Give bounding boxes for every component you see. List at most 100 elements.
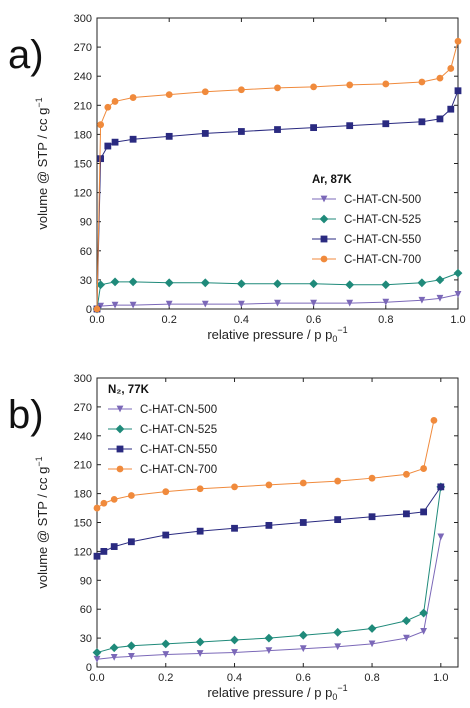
data-point xyxy=(196,485,204,493)
y-tick-label: 60 xyxy=(80,246,92,258)
data-point xyxy=(162,651,170,658)
data-point xyxy=(382,120,390,128)
series-c-hat-cn-525 xyxy=(92,482,446,657)
series-c-hat-cn-500 xyxy=(93,291,462,313)
y-tick-label: 240 xyxy=(74,71,92,83)
data-point xyxy=(420,508,428,516)
data-point xyxy=(265,481,273,489)
x-tick-label: 0.4 xyxy=(234,314,249,326)
y-axis-label: volume @ STP / cc g−1 xyxy=(34,456,50,588)
series-c-hat-cn-700 xyxy=(93,37,462,313)
data-point xyxy=(93,655,101,663)
y-tick-label: 90 xyxy=(80,217,92,229)
data-point xyxy=(161,639,171,649)
legend-marker xyxy=(320,255,328,263)
x-tick-label: 0.2 xyxy=(162,314,177,326)
data-point xyxy=(273,279,282,289)
y-tick-label: 210 xyxy=(74,460,92,472)
data-point xyxy=(238,86,245,94)
data-point xyxy=(298,630,308,640)
x-tick-label: 0.8 xyxy=(364,672,379,684)
data-point xyxy=(97,302,105,310)
legend-entry: C-HAT-CN-550 xyxy=(140,444,217,456)
data-point xyxy=(162,531,170,539)
series-line xyxy=(96,41,459,310)
data-point xyxy=(333,627,343,637)
x-tick-label: 0.0 xyxy=(89,314,104,326)
data-point xyxy=(165,132,173,140)
y-tick-label: 210 xyxy=(74,100,92,112)
data-point xyxy=(368,513,376,521)
x-tick-label: 1.0 xyxy=(433,672,448,684)
data-point xyxy=(93,504,101,512)
series-line xyxy=(96,486,442,557)
y-tick-label: 150 xyxy=(74,159,92,171)
legend-title: N₂, 77K xyxy=(108,384,150,396)
y-tick-label: 240 xyxy=(74,431,92,443)
data-point xyxy=(200,278,210,288)
data-point xyxy=(334,516,342,524)
data-point xyxy=(100,499,108,507)
legend: N₂, 77K C-HAT-CN-500 C-HAT-CN-525 C-HAT-CN-… xyxy=(108,384,217,476)
data-point xyxy=(436,294,444,302)
y-tick-label: 300 xyxy=(74,13,92,25)
x-tick-label: 0.6 xyxy=(296,672,311,684)
y-tick-label: 60 xyxy=(80,604,92,616)
data-point xyxy=(237,279,246,289)
data-point xyxy=(334,477,342,485)
legend-marker xyxy=(320,235,328,243)
data-point xyxy=(420,465,428,472)
data-point xyxy=(419,608,429,618)
data-point xyxy=(310,83,317,91)
x-axis-label: relative pressure / p p0−1 xyxy=(207,325,347,344)
plot-frame xyxy=(96,377,459,668)
panel-label: b) xyxy=(8,393,44,437)
chart-panel-b: b) 0 30 60 90 120 150 180 210 240 270 300 0.0 0.2 0.4 0… xyxy=(8,373,459,702)
data-point xyxy=(403,470,410,478)
data-point xyxy=(310,299,317,307)
data-point xyxy=(93,552,101,560)
x-tick-label: 1.0 xyxy=(450,314,465,326)
data-point xyxy=(231,524,238,532)
y-tick-label: 270 xyxy=(74,402,92,414)
data-point xyxy=(92,648,102,657)
data-point xyxy=(437,483,445,491)
x-tick-label: 0.0 xyxy=(89,672,104,684)
data-point xyxy=(435,275,445,285)
data-point xyxy=(274,84,281,92)
legend-entry: C-HAT-CN-525 xyxy=(140,424,217,436)
data-point xyxy=(97,155,105,163)
data-point xyxy=(381,280,391,290)
data-point xyxy=(111,98,119,105)
data-point xyxy=(368,474,376,482)
legend-marker xyxy=(115,424,125,434)
data-point xyxy=(201,130,209,137)
data-point xyxy=(127,492,135,499)
y-tick-label: 120 xyxy=(74,546,92,558)
data-point xyxy=(110,653,118,661)
y-axis-label: volume @ STP / cc g−1 xyxy=(34,97,50,229)
y-tick-label: 90 xyxy=(80,575,92,587)
series-c-hat-cn-700 xyxy=(93,416,438,512)
series-line xyxy=(96,486,442,654)
x-tick-label: 0.4 xyxy=(227,672,242,684)
data-point xyxy=(420,627,428,635)
data-point xyxy=(201,88,209,96)
data-point xyxy=(109,643,119,653)
data-point xyxy=(231,483,238,491)
data-point xyxy=(418,118,426,126)
chart-panel-a: a) 0 30 60 90 120 150 180 210 240 270 300 0.0 0.2 0.4 0… xyxy=(8,13,466,344)
data-point xyxy=(346,299,354,307)
data-point xyxy=(454,291,462,298)
y-tick-label: 0 xyxy=(86,304,92,316)
data-point xyxy=(127,653,135,660)
data-point xyxy=(447,65,455,72)
data-point xyxy=(164,278,174,288)
data-point xyxy=(453,268,463,278)
data-point xyxy=(231,649,238,656)
data-point xyxy=(128,277,138,287)
x-tick-label: 0.2 xyxy=(158,672,173,684)
data-point xyxy=(265,647,273,655)
data-point xyxy=(447,105,455,113)
